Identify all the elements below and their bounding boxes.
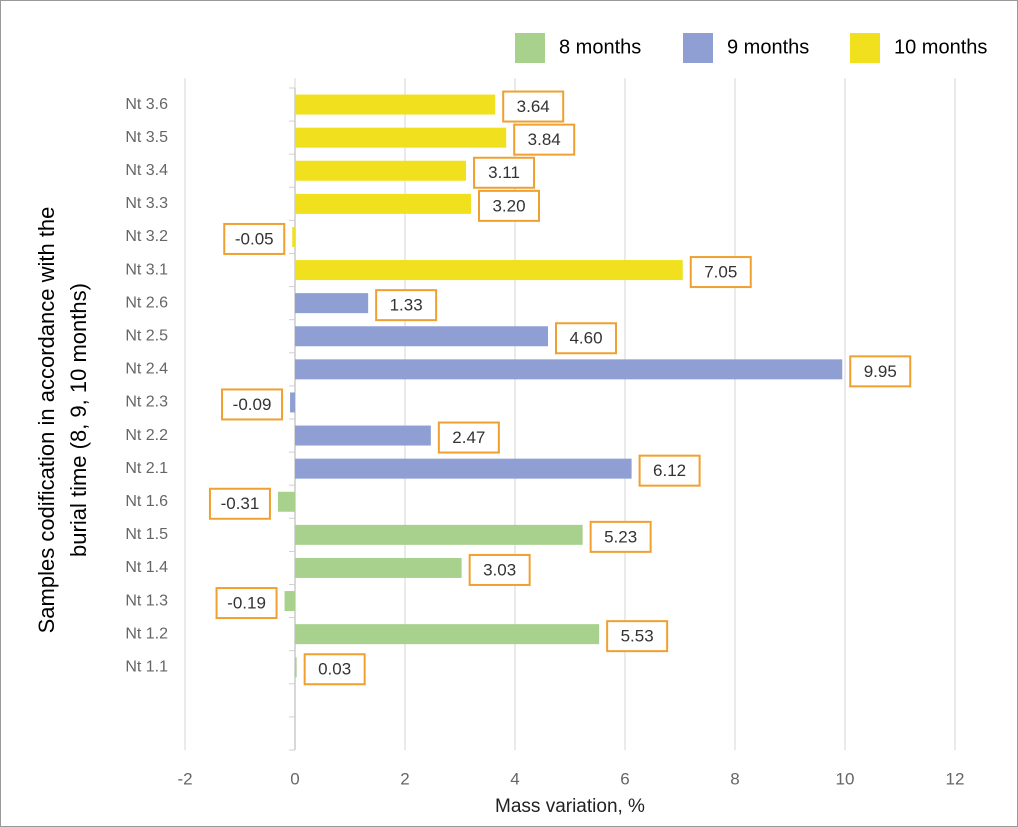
x-tick-label: 12 [946,769,965,788]
y-tick-label: Nt 1.6 [125,493,168,510]
bar [295,458,632,479]
bar [295,94,496,115]
data-label: -0.09 [233,395,272,414]
data-label: 7.05 [704,263,737,282]
data-label: 3.20 [492,196,525,215]
data-label: 3.84 [528,130,561,149]
y-tick-label: Nt 3.3 [125,195,168,212]
data-label-box [223,222,286,255]
x-tick-label: 8 [730,769,739,788]
data-label: 3.03 [483,560,516,579]
data-label-box [375,289,438,322]
legend-swatch [515,33,545,63]
y-tick-label: Nt 3.4 [125,162,168,179]
bar [295,160,467,181]
data-label: 2.47 [452,428,485,447]
bar [295,326,548,347]
y-axis-title-line: burial time (8, 9, 10 months) [66,283,91,557]
x-tick-label: 4 [510,769,519,788]
x-tick-label: -2 [177,769,192,788]
y-tick-label: Nt 2.3 [125,394,168,411]
y-tick-label: Nt 1.4 [125,559,168,576]
y-tick-label: Nt 3.6 [125,96,168,113]
bar [284,591,295,612]
data-label-box [208,487,271,520]
data-label: 0.03 [318,660,351,679]
x-tick-label: 0 [290,769,299,788]
bar [295,193,471,214]
x-tick-label: 6 [620,769,629,788]
bar [295,657,297,678]
data-label-box [478,189,540,222]
data-label: 5.23 [604,527,637,546]
y-axis-title-line: Samples codification in accordance with … [34,207,59,634]
legend-label: 9 months [727,36,809,58]
legend-label: 10 months [894,36,987,58]
data-label-box [606,620,669,653]
data-label-box [689,256,752,289]
data-label-box [513,123,576,156]
bar [295,524,583,545]
data-label-box [215,587,278,620]
bar [295,127,507,148]
y-tick-label: Nt 1.5 [125,526,168,543]
y-tick-label: Nt 2.1 [125,460,168,477]
data-label-box [473,156,536,189]
bar [295,260,683,281]
bar [295,359,843,380]
data-label-box [502,90,565,123]
data-label: -0.19 [227,594,266,613]
y-tick-label: Nt 3.5 [125,129,168,146]
data-label: 3.11 [488,163,520,182]
legend-swatch [683,33,713,63]
data-label: -0.31 [221,494,260,513]
y-tick-label: Nt 3.1 [125,261,168,278]
data-label-box [589,520,652,553]
y-tick-label: Nt 1.3 [125,592,168,609]
bar [292,226,295,247]
data-label-box [468,553,531,586]
data-label-box [303,653,366,686]
data-label: 5.53 [621,627,654,646]
data-label-box [437,421,500,454]
data-label-box [638,454,701,487]
bar [295,293,369,314]
y-tick-label: Nt 2.6 [125,294,168,311]
bar [277,491,295,512]
y-tick-label: Nt 2.5 [125,327,168,344]
data-label: 4.60 [569,329,602,348]
y-tick-label: Nt 1.1 [125,658,168,675]
bar [290,392,295,413]
data-label-box [849,355,912,388]
data-label-box [555,322,617,355]
x-axis-title: Mass variation, % [495,796,645,817]
y-axis-title: Samples codification in accordance with … [34,207,91,634]
y-tick-label: Nt 3.2 [125,228,168,245]
data-label: -0.05 [235,229,274,248]
data-label: 1.33 [390,296,423,315]
data-label: 9.95 [864,362,897,381]
legend-swatch [850,33,880,63]
y-tick-label: Nt 1.2 [125,625,168,642]
y-tick-label: Nt 2.2 [125,427,168,444]
bar [295,557,462,578]
bar [295,425,431,446]
legend-label: 8 months [559,36,641,58]
x-tick-label: 2 [400,769,409,788]
data-label: 3.64 [517,97,550,116]
x-tick-label: 10 [836,769,855,788]
y-tick-label: Nt 2.4 [125,361,168,378]
data-label: 6.12 [653,461,686,480]
data-label-box [221,388,284,421]
bar [295,624,600,645]
